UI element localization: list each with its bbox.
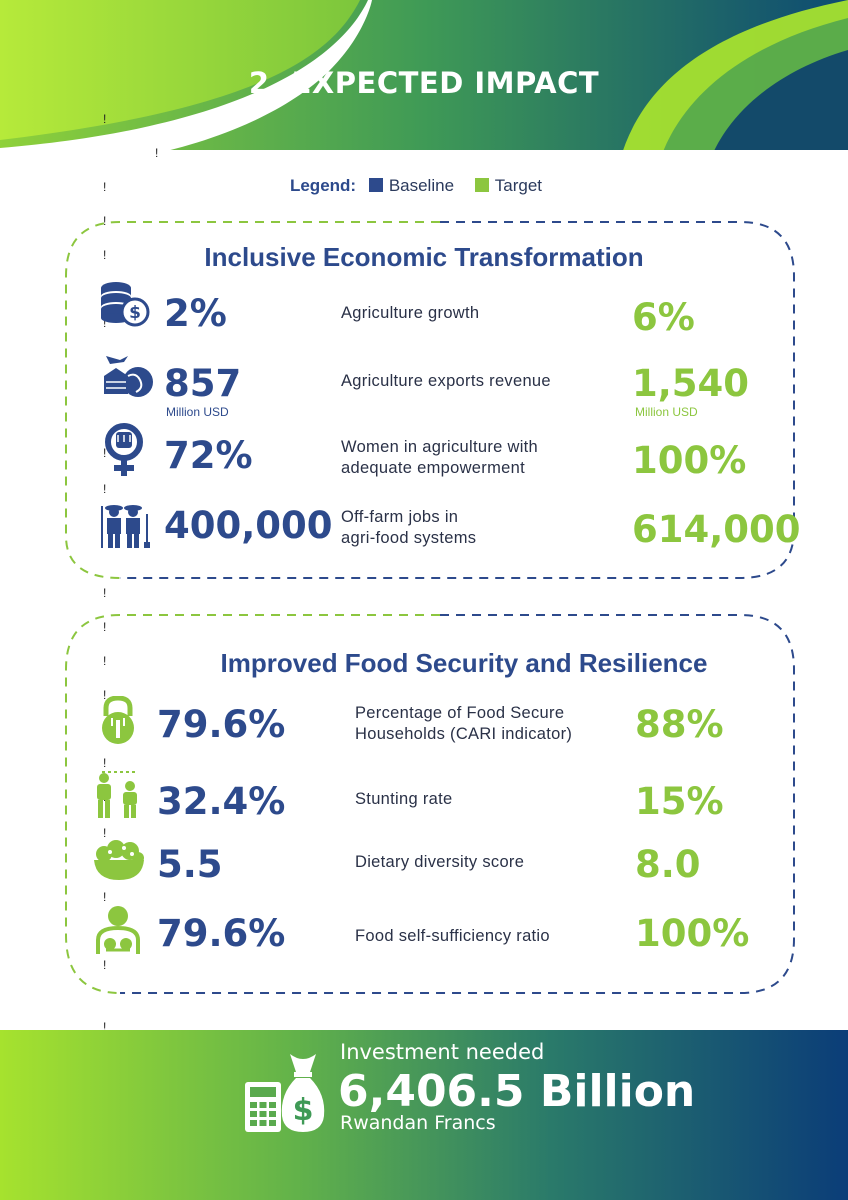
target-value: 100%: [635, 912, 750, 955]
target-value: 6%: [632, 296, 695, 339]
baseline-unit: Million USD: [166, 405, 229, 419]
section-title-food: Improved Food Security and Resilience: [220, 648, 708, 678]
header-banner: 2. EXPECTED IMPACT: [0, 0, 848, 160]
indicator-label-line: Dietary diversity score: [355, 853, 525, 871]
investment-unit: Rwandan Francs: [340, 1112, 496, 1134]
legend-item-target: Target: [474, 176, 543, 195]
margin-mark: !: [103, 482, 107, 496]
indicator-label: Agriculture exports revenue: [341, 371, 551, 392]
legend-target-label: Target: [494, 176, 543, 195]
target-value: 88%: [635, 703, 724, 746]
baseline-value: 400,000: [164, 504, 333, 547]
export-globe-icon: [100, 352, 156, 404]
female-fist-icon: [104, 422, 144, 482]
indicator-label-line: Stunting rate: [355, 790, 453, 808]
indicator-label: Stunting rate: [355, 789, 452, 810]
target-value: 614,000: [632, 508, 801, 551]
target-value: 15%: [635, 780, 724, 823]
baseline-value: 2%: [164, 292, 227, 335]
svg-text:$: $: [129, 303, 141, 323]
indicator-label: Dietary diversity score: [355, 852, 524, 873]
baseline-value: 72%: [164, 434, 253, 477]
baseline-value: 79.6%: [157, 703, 286, 746]
investment-label: Investment needed: [340, 1040, 545, 1064]
margin-mark: !: [103, 248, 107, 262]
indicator-label: Percentage of Food Secure Households (CA…: [355, 703, 572, 745]
investment-banner: [0, 1030, 848, 1200]
investment-amount: 6,406.5 Billion: [338, 1066, 696, 1117]
indicator-label: Women in agriculture with adequate empow…: [341, 437, 538, 479]
indicator-label-line: Women in agriculture with: [341, 438, 539, 456]
margin-mark: !: [103, 214, 107, 228]
target-value: 8.0: [635, 843, 701, 886]
margin-mark: !: [103, 180, 107, 194]
margin-mark: !: [103, 620, 107, 634]
legend: Legend: Baseline Target: [0, 176, 848, 196]
section-title-economic: Inclusive Economic Transformation: [204, 242, 644, 272]
margin-mark: !: [103, 958, 107, 972]
baseline-value: 857: [164, 362, 242, 405]
farmer-produce-icon: [92, 904, 144, 960]
indicator-label-line: Food self-sufficiency ratio: [355, 927, 550, 945]
baseline-value: 5.5: [157, 843, 223, 886]
target-value: 100%: [632, 439, 747, 482]
margin-mark: !: [103, 890, 107, 904]
indicator-label-line: Households (CARI indicator): [355, 725, 573, 743]
indicator-label-line: Off-farm jobs in: [341, 508, 459, 526]
farmers-icon: [98, 500, 152, 554]
baseline-value: 32.4%: [157, 780, 286, 823]
margin-mark: !: [103, 1020, 107, 1034]
margin-mark: !: [103, 112, 107, 126]
indicator-label: Agriculture growth: [341, 303, 479, 324]
margin-mark: !: [155, 146, 159, 160]
money-bag-icon: $: [278, 1050, 328, 1138]
svg-text:$: $: [293, 1093, 314, 1128]
legend-item-baseline: Baseline: [368, 176, 459, 195]
indicator-label-line: agri-food systems: [341, 529, 477, 547]
margin-mark: !: [103, 586, 107, 600]
margin-mark: !: [103, 826, 107, 840]
indicator-label-line: Agriculture growth: [341, 304, 480, 322]
margin-mark: !: [103, 688, 107, 702]
salad-bowl-icon: [92, 840, 146, 886]
legend-label: Legend:: [289, 176, 357, 195]
section-frame-food: [65, 614, 795, 994]
indicator-label: Off-farm jobs in agri-food systems: [341, 507, 476, 549]
target-swatch: [474, 178, 489, 192]
indicator-label-line: adequate empowerment: [341, 459, 525, 477]
indicator-label-line: Percentage of Food Secure: [355, 704, 565, 722]
baseline-value: 79.6%: [157, 912, 286, 955]
child-height-icon: [92, 768, 144, 824]
baseline-swatch: [368, 178, 383, 192]
indicator-label: Food self-sufficiency ratio: [355, 926, 550, 947]
target-unit: Million USD: [635, 405, 698, 419]
legend-baseline-label: Baseline: [388, 176, 455, 195]
section-frame-economic: [65, 221, 795, 579]
margin-mark: !: [103, 446, 107, 460]
page-title: 2. EXPECTED IMPACT: [248, 66, 600, 100]
margin-mark: !: [103, 316, 107, 330]
margin-mark: !: [103, 654, 107, 668]
food-lock-icon: [98, 695, 138, 750]
indicator-label-line: Agriculture exports revenue: [341, 372, 551, 390]
calculator-icon: [245, 1082, 281, 1136]
coins-dollar-icon: $: [98, 280, 150, 332]
margin-mark: !: [103, 756, 107, 770]
target-value: 1,540: [632, 362, 750, 405]
